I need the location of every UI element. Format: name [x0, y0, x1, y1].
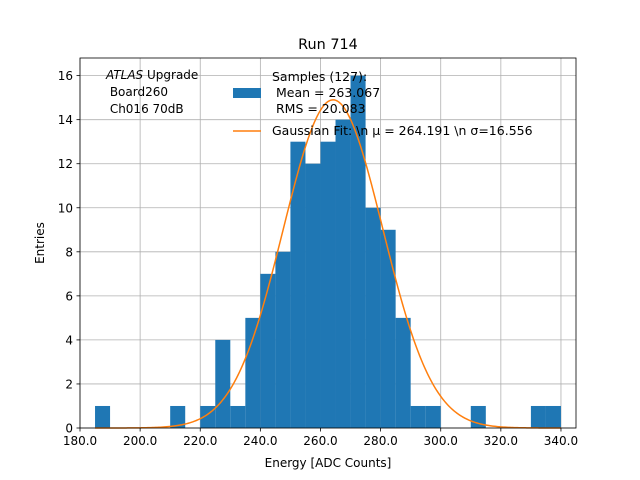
histogram-bar — [290, 141, 306, 428]
histogram-bar — [170, 405, 186, 428]
annotation-line-1: ATLAS Upgrade — [105, 68, 198, 82]
y-tick-label: 14 — [58, 113, 73, 127]
y-tick-label: 10 — [58, 201, 73, 215]
histogram-bar — [350, 75, 366, 428]
histogram-bar — [320, 141, 336, 428]
x-tick-label: 240.0 — [243, 434, 277, 448]
histogram-bar — [260, 273, 276, 428]
x-axis-label: Energy [ADC Counts] — [265, 456, 392, 470]
y-tick-label: 0 — [65, 422, 73, 436]
x-axis-ticks: 180.0 200.0 220.0 240.0 260.0 280.0 300.0 320.0… — [63, 428, 578, 448]
histogram-bar — [545, 405, 561, 428]
histogram-bar — [230, 405, 246, 428]
legend-samples-swatch — [233, 88, 261, 98]
histogram-bar — [215, 339, 231, 428]
legend-samples-line-3: RMS = 20.083 — [272, 101, 366, 116]
x-tick-label: 220.0 — [183, 434, 217, 448]
x-tick-label: 320.0 — [484, 434, 518, 448]
y-tick-label: 2 — [65, 377, 73, 391]
x-tick-label: 180.0 — [63, 434, 97, 448]
gaussian-fit-curve — [95, 99, 561, 429]
histogram-bar — [95, 405, 111, 428]
legend: Samples (127): Mean = 263.067 RMS = 20.0… — [233, 69, 533, 138]
histogram-bar — [410, 405, 426, 428]
annotation-line-3: Ch016 70dB — [106, 102, 184, 116]
histogram-bar — [275, 251, 291, 428]
chart-title: Run 714 — [298, 37, 358, 53]
x-tick-label: 300.0 — [424, 434, 458, 448]
x-tick-label: 260.0 — [303, 434, 337, 448]
y-tick-label: 16 — [58, 69, 73, 83]
histogram-bar — [335, 119, 351, 429]
histogram-bar — [530, 405, 546, 428]
x-tick-label: 200.0 — [123, 434, 157, 448]
x-tick-label: 280.0 — [363, 434, 397, 448]
legend-fit-label: Gaussian Fit: \n μ = 264.191 \n σ=16.556 — [272, 123, 533, 138]
annotation-atlas: ATLAS — [105, 68, 144, 82]
annotation-upgrade: Upgrade — [143, 68, 198, 82]
annotation-line-2: Board260 — [106, 85, 168, 99]
histogram-bar — [245, 317, 261, 428]
histogram-bar — [305, 163, 321, 428]
plot-frame — [79, 57, 577, 429]
y-tick-label: 6 — [65, 289, 73, 303]
histogram-bars — [95, 75, 561, 429]
histogram-bar — [365, 207, 381, 428]
histogram-bar — [425, 405, 441, 428]
y-tick-label: 8 — [65, 245, 73, 259]
y-tick-label: 12 — [58, 157, 73, 171]
y-tick-label: 4 — [65, 333, 73, 347]
legend-samples-line-2: Mean = 263.067 — [272, 85, 380, 100]
atlas-annotation: ATLAS Upgrade Board260 Ch016 70dB — [105, 68, 198, 116]
legend-samples-line-1: Samples (127): — [272, 69, 367, 84]
histogram-bar — [380, 229, 396, 428]
histogram-bar — [395, 317, 411, 428]
y-axis-label: Entries — [33, 222, 47, 264]
y-axis-ticks: 0 2 4 6 8 10 12 14 16 — [58, 69, 80, 436]
x-tick-label: 340.0 — [544, 434, 578, 448]
